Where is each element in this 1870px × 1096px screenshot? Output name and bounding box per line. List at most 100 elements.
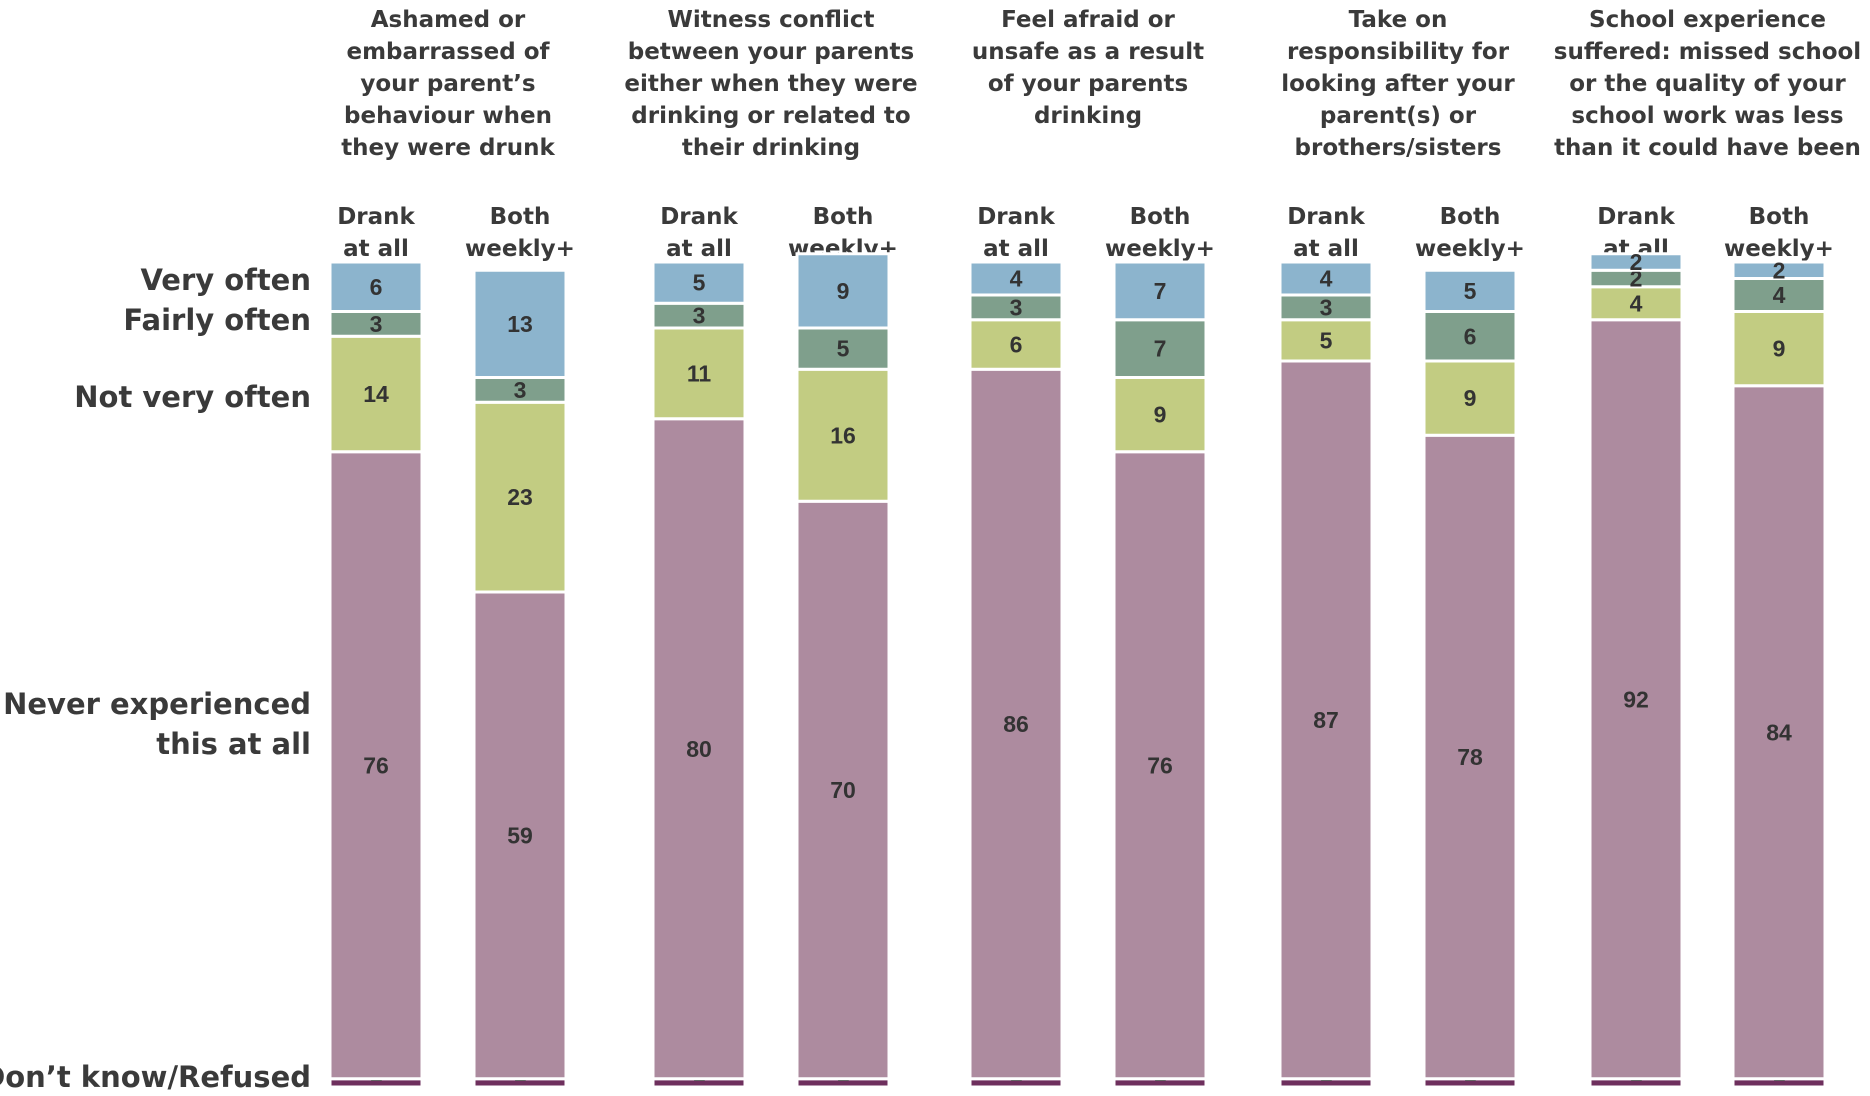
- bar-segment-notvery: [968, 318, 1064, 371]
- data-label-never: 78: [1457, 744, 1483, 770]
- data-label-very: 2: [1630, 249, 1643, 275]
- bar-segment-notvery: [472, 400, 568, 594]
- group-title-line: than it could have been: [1554, 135, 1861, 161]
- bar-segment-very: [1588, 252, 1684, 272]
- bar-segment-notvery: [795, 367, 891, 503]
- category-label-dk: Don’t know/Refused: [0, 1060, 311, 1094]
- data-label-fairly: 3: [1320, 294, 1333, 320]
- group-title-line: unsafe as a result: [972, 39, 1204, 65]
- data-label-fairly: 7: [1154, 336, 1167, 362]
- column-label-line: at all: [666, 236, 732, 262]
- bar-segment-never: [968, 367, 1064, 1081]
- bar-segment-never: [328, 450, 424, 1081]
- data-label-notvery: 9: [1154, 402, 1167, 428]
- column-label-line: at all: [983, 236, 1049, 262]
- bar-segment-very: [968, 260, 1064, 297]
- group-title-line: your parent’s: [360, 71, 535, 97]
- category-label-fairly: Fairly often: [123, 303, 311, 337]
- data-label-very: 2: [1773, 257, 1786, 283]
- data-label-very: 7: [1154, 278, 1167, 304]
- data-label-fairly: 5: [837, 336, 850, 362]
- category-label-never: this at all: [156, 727, 311, 761]
- data-label-fairly: 2: [1630, 266, 1643, 292]
- bar-group: School experience suffered: missed school…: [1554, 7, 1861, 1089]
- data-label-notvery: 16: [830, 422, 856, 448]
- bar-segment-fairly: [1731, 277, 1827, 313]
- column-label-line: Drank: [337, 204, 415, 230]
- group-title-line: school work was less: [1571, 103, 1843, 129]
- bar-segment-very: [472, 268, 568, 379]
- data-label-never: 92: [1623, 686, 1649, 712]
- bar-group: Ashamed or embarrassed of your parent’s beh…: [328, 7, 575, 1089]
- data-label-never: 59: [507, 822, 533, 848]
- category-labels: Very often Fairly often Not very often Neve…: [0, 263, 311, 1094]
- bar-segment-very: [1112, 260, 1208, 322]
- group-title-line: Witness conflict: [668, 7, 875, 33]
- bar-segment-very: [1422, 268, 1518, 313]
- bar-segment-fairly: [328, 310, 424, 338]
- bar-segment-never: [472, 590, 568, 1081]
- group-title-line: Ashamed or: [371, 7, 526, 33]
- column-label-line: Both: [1440, 204, 1501, 230]
- group-title-line: embarrassed of: [346, 39, 550, 65]
- column-label-line: Both: [490, 204, 551, 230]
- data-label-fairly: 3: [370, 311, 383, 337]
- data-label-never: 70: [830, 777, 856, 803]
- group-title-line: looking after your: [1281, 71, 1515, 97]
- data-label-notvery: 23: [507, 484, 533, 510]
- bar-segment-very: [328, 260, 424, 313]
- column-label-line: Drank: [1597, 204, 1675, 230]
- bar-segment-notvery: [328, 334, 424, 454]
- data-label-fairly: 3: [514, 377, 527, 403]
- bar-segment-fairly: [1422, 310, 1518, 363]
- data-label-never: 86: [1003, 711, 1029, 737]
- data-label-fairly: 4: [1773, 282, 1786, 308]
- data-label-notvery: 4: [1630, 290, 1643, 316]
- group-title-line: parent(s) or: [1320, 103, 1477, 129]
- bar-segment-notvery: [1112, 376, 1208, 454]
- column-label-line: Both: [1130, 204, 1191, 230]
- group-title-line: drinking or related to: [631, 103, 910, 129]
- data-label-very: 9: [837, 278, 850, 304]
- data-label-notvery: 6: [1010, 332, 1023, 358]
- group-title-line: drinking: [1034, 103, 1142, 129]
- data-label-never: 80: [686, 736, 712, 762]
- group-title-line: behaviour when: [344, 103, 552, 129]
- group-title-line: Feel afraid or: [1001, 7, 1175, 33]
- data-label-very: 5: [693, 270, 706, 296]
- data-label-fairly: 6: [1464, 323, 1477, 349]
- data-label-very: 5: [1464, 278, 1477, 304]
- data-label-never: 87: [1313, 707, 1339, 733]
- column-label-line: weekly+: [465, 236, 575, 262]
- column-label-line: at all: [1293, 236, 1359, 262]
- data-label-notvery: 11: [687, 360, 712, 386]
- group-title-line: they were drunk: [341, 135, 555, 161]
- data-label-very: 4: [1320, 266, 1333, 292]
- group-title-line: responsibility for: [1287, 39, 1510, 65]
- bar-groups: Ashamed or embarrassed of your parent’s beh…: [328, 7, 1861, 1089]
- column-label-line: Drank: [1287, 204, 1365, 230]
- category-label-very: Very often: [140, 263, 311, 297]
- column-label-line: weekly+: [1724, 236, 1834, 262]
- bar-segment-never: [1731, 384, 1827, 1081]
- data-label-never: 76: [363, 752, 389, 778]
- bar-segment-notvery: [651, 326, 747, 421]
- data-label-notvery: 9: [1464, 385, 1477, 411]
- column-label-line: Drank: [977, 204, 1055, 230]
- bar-group: Witness conflict between your parents eith…: [624, 7, 918, 1089]
- bar-segment-very: [795, 252, 891, 330]
- column-label-line: weekly+: [1415, 236, 1525, 262]
- bar-segment-fairly: [795, 326, 891, 371]
- bar-segment-notvery: [1422, 359, 1518, 437]
- group-title-line: their drinking: [682, 135, 860, 161]
- group-title-line: Take on: [1349, 7, 1448, 33]
- data-label-very: 4: [1010, 266, 1023, 292]
- category-label-never: Never experienced: [3, 687, 311, 721]
- data-label-never: 76: [1147, 752, 1173, 778]
- bar-segment-never: [651, 417, 747, 1081]
- data-label-never: 84: [1766, 719, 1792, 745]
- bar-group: Feel afraid or unsafe as a result of your …: [968, 7, 1215, 1089]
- group-title-line: or the quality of your: [1569, 71, 1846, 97]
- bar-segment-very: [651, 260, 747, 305]
